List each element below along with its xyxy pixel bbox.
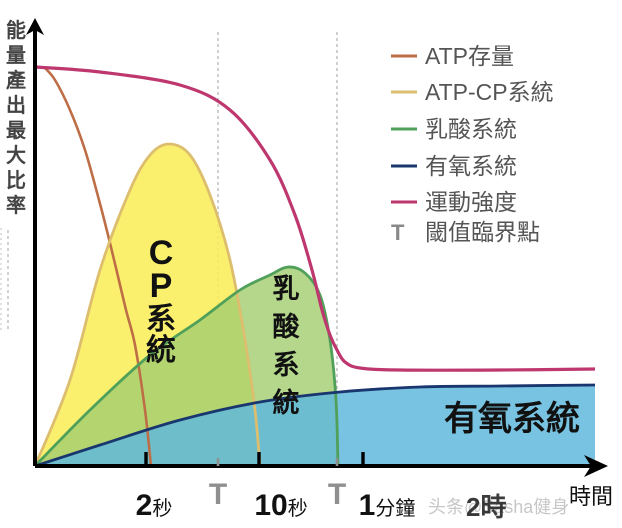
svg-text:乳酸系統: 乳酸系統: [425, 116, 517, 142]
svg-text:有氧系統: 有氧系統: [425, 153, 517, 179]
svg-text:大: 大: [6, 144, 26, 167]
svg-text:最: 最: [6, 119, 27, 142]
svg-text:2秒: 2秒: [136, 489, 173, 522]
svg-text:10秒: 10秒: [254, 489, 307, 522]
svg-text:系: 系: [273, 350, 300, 380]
svg-text:統: 統: [273, 387, 300, 418]
svg-text:2時: 2時: [466, 492, 506, 522]
svg-text:產: 產: [6, 68, 26, 92]
svg-text:比: 比: [6, 169, 26, 192]
svg-text:統: 統: [146, 334, 176, 367]
svg-text:ATP存量: ATP存量: [425, 43, 514, 69]
svg-text:P: P: [150, 267, 173, 305]
svg-text:1分鐘: 1分鐘: [359, 489, 416, 522]
svg-text:出: 出: [6, 94, 26, 117]
svg-text:運動強度: 運動強度: [425, 189, 517, 215]
svg-text:系: 系: [146, 303, 176, 336]
svg-text:酸: 酸: [273, 312, 301, 342]
svg-text:T: T: [328, 478, 346, 511]
svg-text:乳: 乳: [273, 274, 300, 304]
svg-text:率: 率: [6, 193, 26, 217]
svg-text:有氧系統: 有氧系統: [444, 400, 580, 438]
svg-text:ATP-CP系統: ATP-CP系統: [425, 79, 554, 105]
svg-text:能: 能: [6, 18, 26, 42]
svg-text:閾值臨界點: 閾值臨界點: [425, 219, 540, 245]
svg-text:T: T: [391, 220, 405, 245]
svg-text:時間: 時間: [569, 484, 613, 509]
svg-text:量: 量: [6, 44, 26, 67]
svg-text:T: T: [209, 478, 227, 511]
